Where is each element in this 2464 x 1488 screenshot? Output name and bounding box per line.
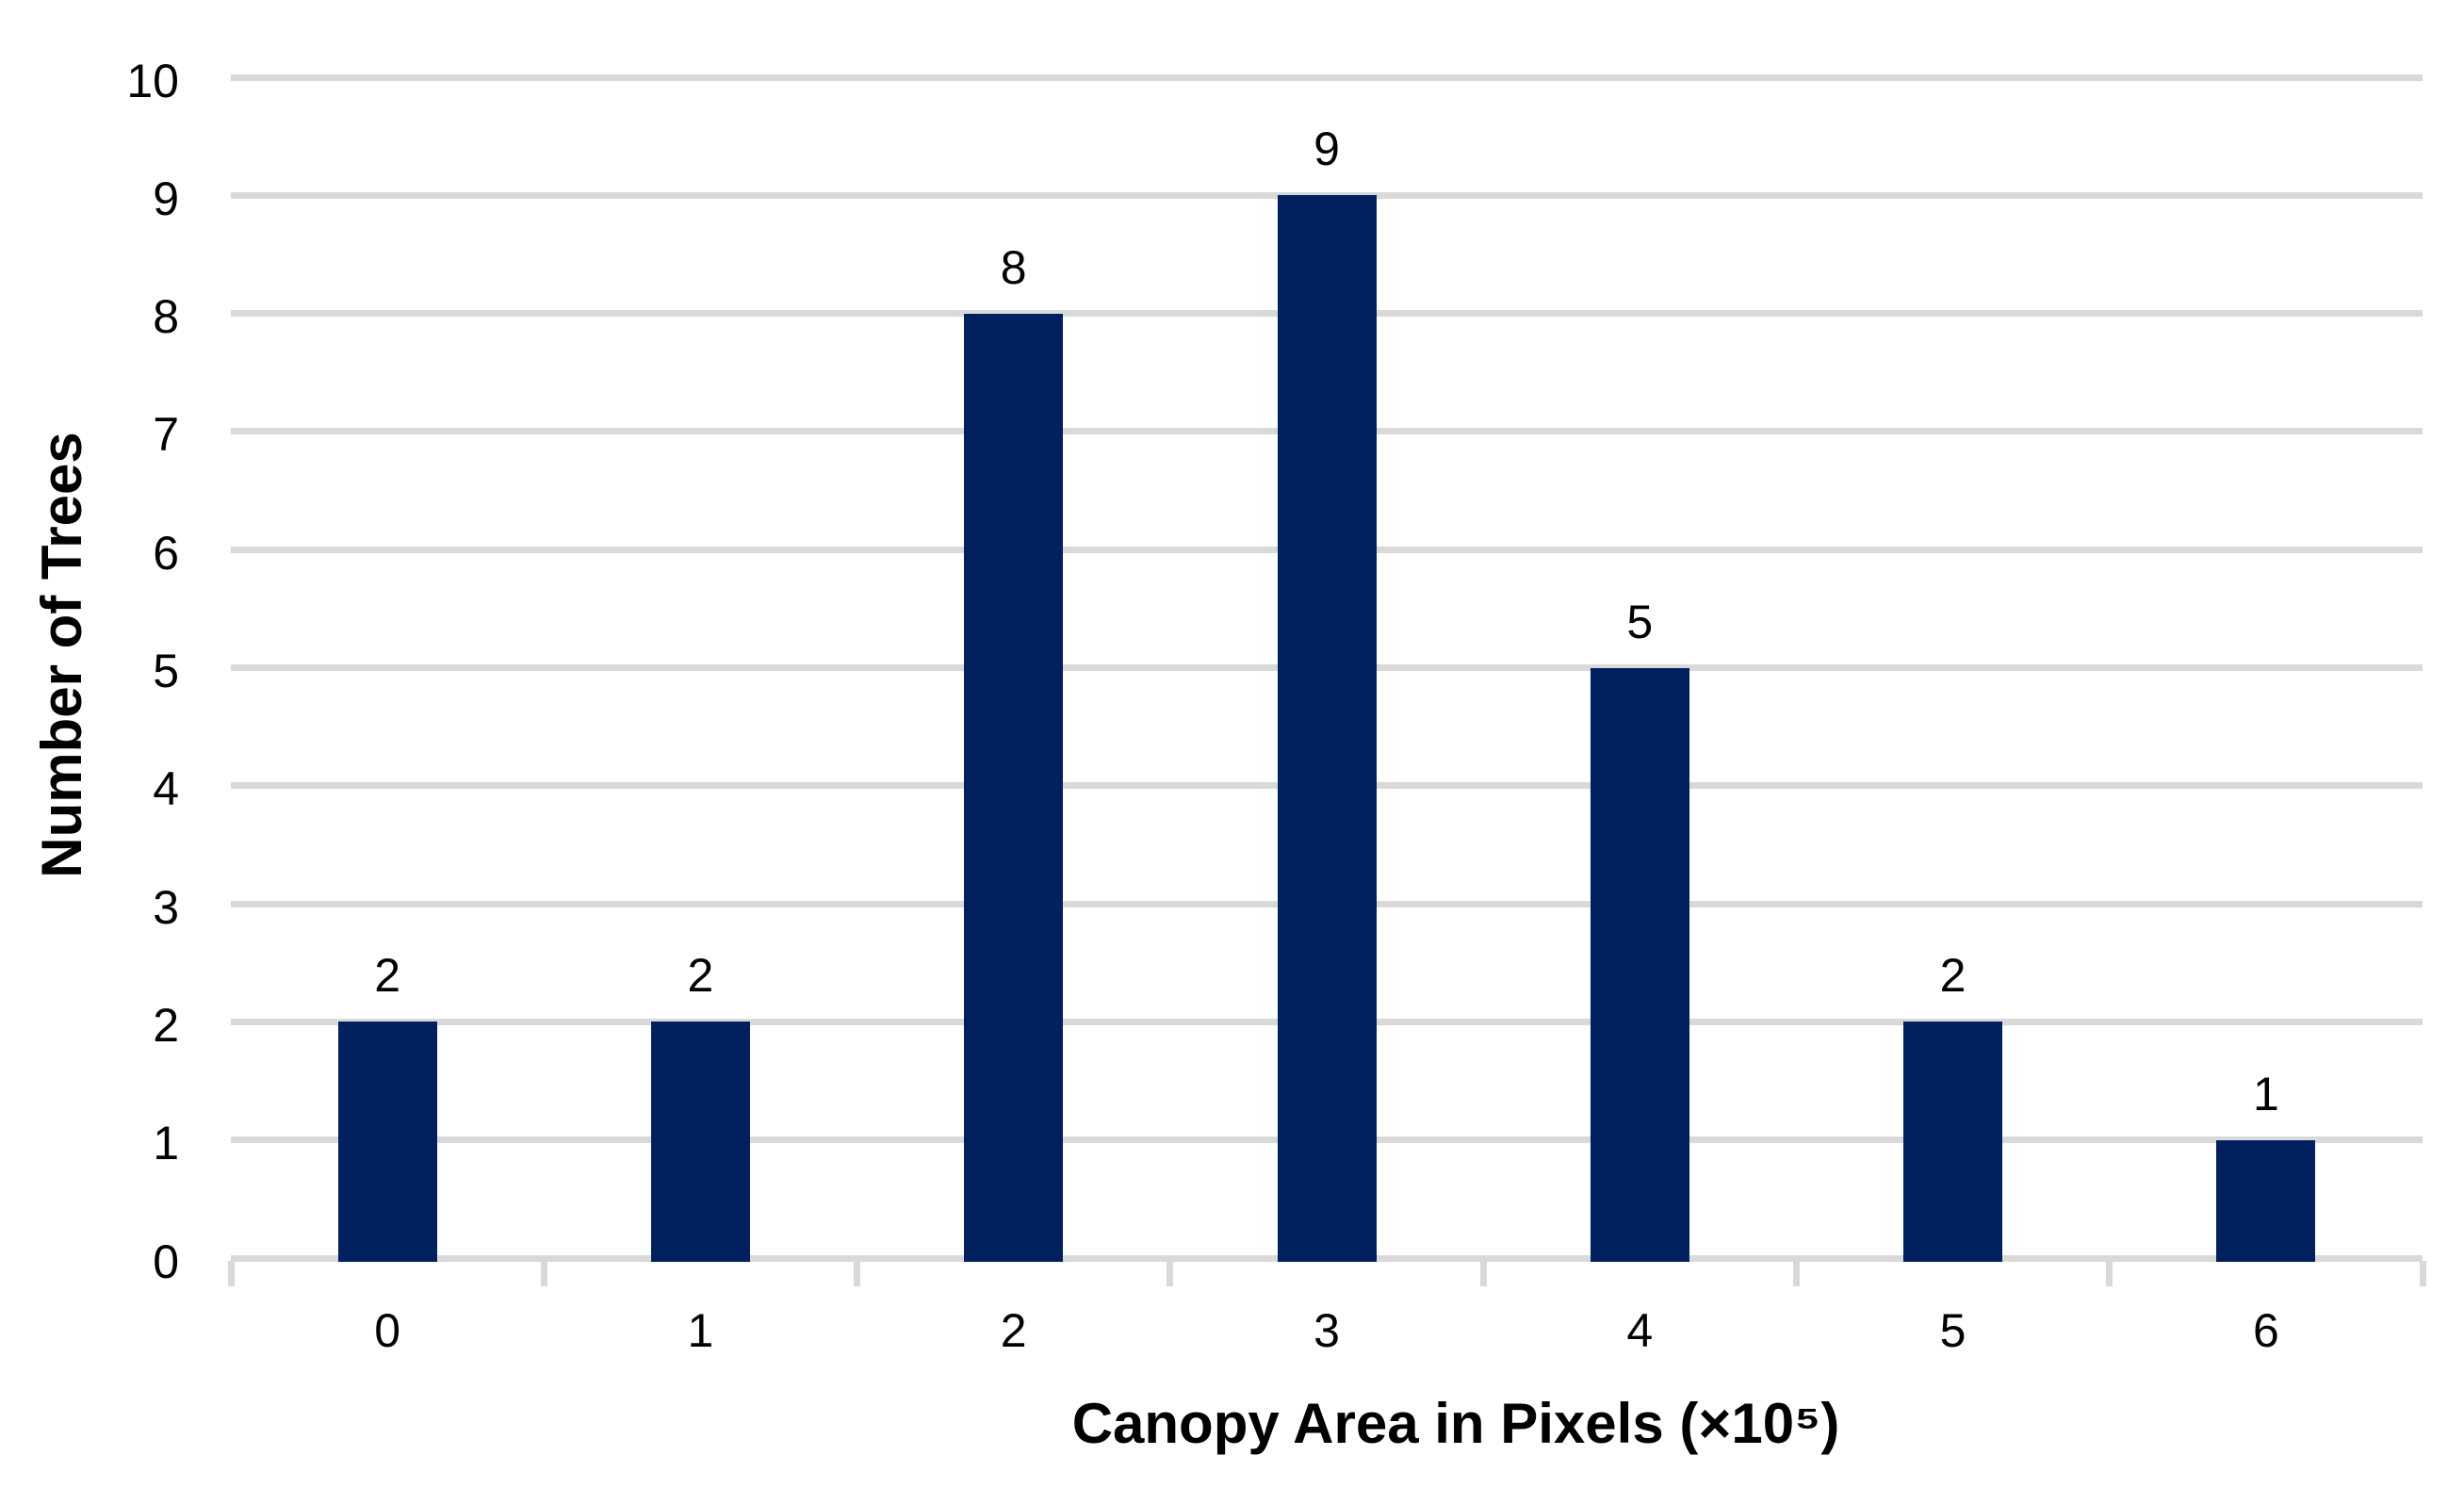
y-tick-label: 8: [153, 290, 179, 344]
x-tick-label: 1: [687, 1304, 714, 1357]
bar-category-1: [650, 1022, 750, 1262]
y-tick-label: 5: [153, 645, 179, 697]
bar-value-label: 2: [1939, 949, 1966, 1003]
y-tick-label: 0: [153, 1235, 179, 1288]
bar-value-label: 1: [2252, 1067, 2279, 1120]
plot-area: 2 2 8 9 5 2 1: [227, 74, 2426, 1286]
x-tick-label: 5: [1939, 1304, 1966, 1357]
x-axis-tick: [540, 1261, 547, 1286]
gridline: [231, 74, 2423, 81]
x-axis-tick: [227, 1261, 235, 1286]
x-tick-label: 0: [374, 1304, 401, 1357]
y-tick-label: 3: [153, 880, 179, 934]
x-tick-label: 3: [1314, 1304, 1340, 1357]
y-tick-label: 1: [153, 1117, 179, 1170]
x-tick-label: 6: [2252, 1304, 2279, 1357]
bar-value-label: 2: [687, 949, 714, 1003]
x-axis-tick: [1167, 1261, 1174, 1286]
y-tick-label: 7: [153, 408, 179, 462]
x-axis-tick: [2419, 1261, 2426, 1286]
bar-value-label: 9: [1314, 123, 1340, 176]
y-tick-label: 6: [153, 526, 179, 580]
y-tick-label: 10: [126, 54, 179, 107]
bar-category-0: [337, 1022, 437, 1262]
y-tick-label: 2: [153, 998, 179, 1052]
bar-value-label: 2: [374, 949, 401, 1003]
x-axis-tick: [1792, 1261, 1800, 1286]
bar-category-3: [1277, 195, 1377, 1262]
x-tick-label: 4: [1626, 1304, 1654, 1357]
bar-category-2: [964, 313, 1064, 1262]
x-axis-tick: [2106, 1261, 2113, 1286]
bar-category-5: [1903, 1022, 2003, 1262]
y-tick-label: 4: [153, 762, 179, 816]
bar-category-4: [1590, 667, 1689, 1262]
bar-value-label: 5: [1626, 595, 1654, 648]
x-axis-title: Canopy Area in Pixels (×10⁵): [1071, 1392, 1840, 1455]
y-tick-label: 9: [153, 172, 179, 225]
bar-value-label: 8: [1000, 240, 1027, 294]
x-axis-tick: [1479, 1261, 1487, 1286]
x-tick-label: 2: [1000, 1304, 1027, 1357]
bar-category-6: [2216, 1139, 2316, 1262]
x-axis-tick: [854, 1261, 861, 1286]
